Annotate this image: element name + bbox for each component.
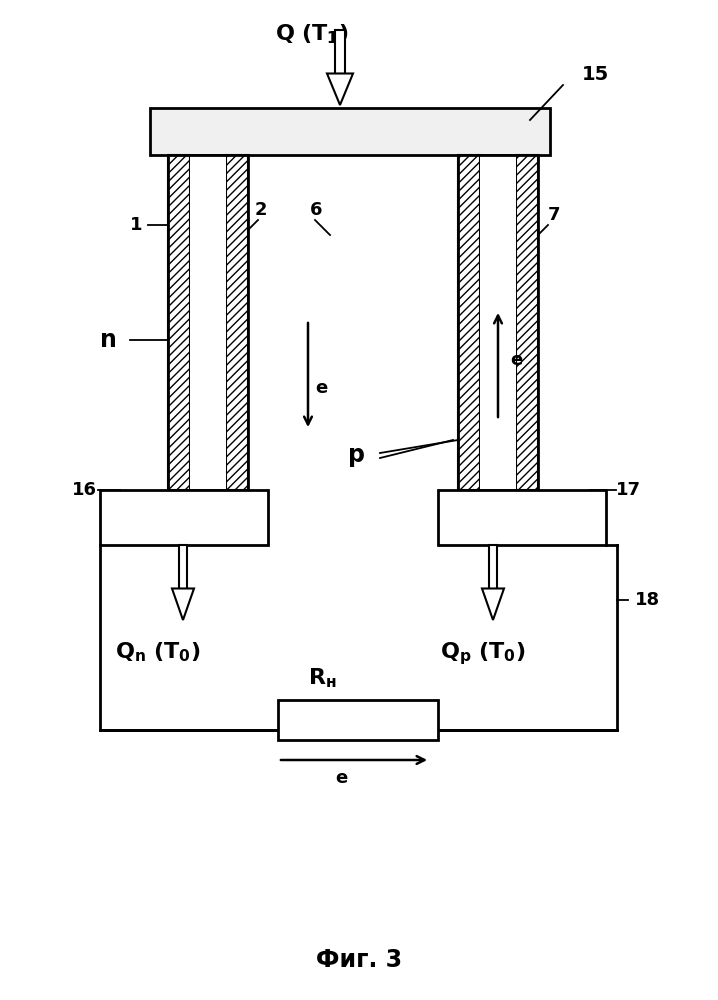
Bar [516, 155, 538, 490]
Text: $\mathbf{Q_p\ (T_0)}$: $\mathbf{Q_p\ (T_0)}$ [440, 640, 526, 667]
Bar [150, 108, 550, 155]
Bar [168, 155, 248, 490]
Text: 7: 7 [548, 206, 561, 224]
Bar [458, 155, 480, 490]
Bar [278, 700, 438, 740]
Text: $\mathbf{Q\ (T_1)}$: $\mathbf{Q\ (T_1)}$ [275, 22, 348, 46]
Polygon shape [179, 545, 187, 588]
Bar [168, 155, 190, 490]
Text: 6: 6 [310, 201, 322, 219]
Bar [190, 155, 225, 490]
Text: 18: 18 [635, 591, 660, 609]
Polygon shape [482, 588, 504, 620]
Bar [225, 155, 248, 490]
Text: 1: 1 [130, 216, 142, 234]
Text: 2: 2 [255, 201, 268, 219]
Text: 17: 17 [616, 481, 641, 499]
Text: p: p [348, 443, 365, 467]
Text: $\mathbf{R_н}$: $\mathbf{R_н}$ [307, 666, 336, 690]
Text: Фиг. 3: Фиг. 3 [316, 948, 402, 972]
Polygon shape [489, 545, 497, 588]
Text: $\mathbf{Q_n\ (T_0)}$: $\mathbf{Q_n\ (T_0)}$ [115, 640, 200, 664]
Bar [480, 155, 516, 490]
Text: e: e [510, 351, 522, 369]
Text: 16: 16 [72, 481, 97, 499]
Text: n: n [100, 328, 117, 352]
Text: 15: 15 [582, 66, 610, 85]
Text: e: e [315, 379, 327, 397]
Bar [438, 490, 606, 545]
Polygon shape [327, 74, 353, 105]
Polygon shape [172, 588, 194, 620]
Bar [458, 155, 538, 490]
Bar [100, 490, 268, 545]
Text: e: e [335, 769, 348, 787]
Polygon shape [335, 30, 345, 74]
